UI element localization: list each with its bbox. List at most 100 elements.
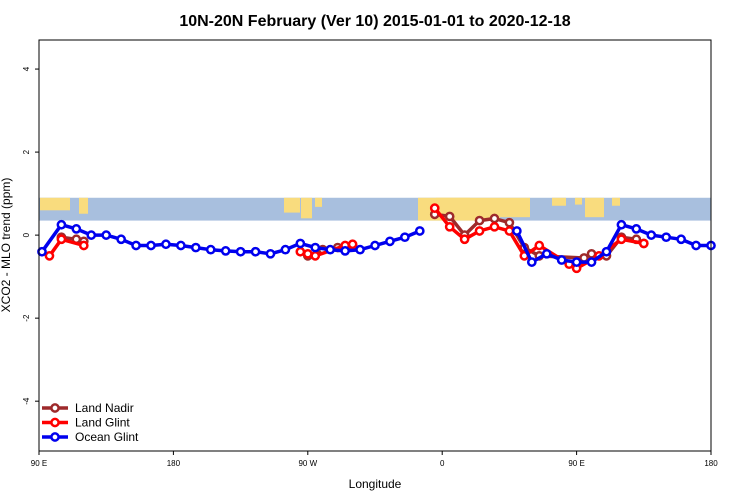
data-point-ocean-glint	[101, 230, 112, 240]
x-tick-label: 90 W	[298, 459, 317, 468]
data-point-ocean-glint	[56, 219, 67, 230]
data-point-land-glint	[44, 251, 55, 261]
data-point-land-glint	[56, 234, 67, 245]
data-point-land-glint	[302, 248, 313, 259]
map-land	[612, 197, 620, 206]
legend-item-land-glint: Land Glint	[42, 416, 130, 430]
data-point-land-glint	[489, 221, 500, 232]
data-point-land-glint	[474, 226, 485, 236]
map-land	[79, 197, 88, 214]
data-point-ocean-glint	[280, 244, 291, 255]
map-land	[585, 197, 604, 218]
y-tick-label: 2	[22, 149, 31, 154]
data-point-ocean-glint	[556, 255, 567, 265]
map-land	[284, 197, 300, 213]
map-ocean	[39, 197, 711, 221]
map-land	[575, 197, 582, 205]
data-point-ocean-glint	[131, 240, 141, 251]
data-point-ocean-glint	[250, 246, 261, 257]
data-point-ocean-glint	[616, 219, 627, 230]
legend-item-land-nadir: Land Nadir	[42, 401, 134, 415]
y-tick-label: 4	[22, 66, 31, 71]
x-tick-label: 180	[704, 459, 718, 468]
data-point-ocean-glint	[86, 230, 97, 240]
y-tick-label: -2	[22, 314, 31, 322]
data-point-ocean-glint	[601, 246, 612, 257]
data-point-land-nadir	[444, 211, 455, 222]
map-land	[500, 197, 530, 218]
data-point-ocean-glint	[571, 257, 582, 267]
x-tick-label: 90 E	[568, 459, 584, 468]
data-point-land-nadir	[474, 215, 485, 226]
y-tick-label: -4	[22, 397, 31, 405]
data-point-land-glint	[295, 246, 306, 257]
legend-label: Land Glint	[75, 416, 130, 430]
data-point-ocean-glint	[161, 239, 171, 250]
data-point-ocean-glint	[295, 238, 306, 249]
legend-marker	[50, 403, 60, 413]
data-point-ocean-glint	[526, 257, 537, 267]
series-layer	[37, 203, 716, 274]
x-tick-label: 180	[167, 459, 181, 468]
data-point-ocean-glint	[116, 234, 126, 245]
data-point-ocean-glint	[661, 232, 672, 243]
data-point-ocean-glint	[586, 257, 597, 267]
x-tick-label: 0	[440, 459, 445, 468]
data-point-land-nadir	[586, 248, 597, 259]
data-point-land-glint	[504, 226, 515, 236]
data-point-ocean-glint	[71, 224, 82, 234]
plot-frame	[38, 39, 712, 452]
legend-marker	[50, 432, 60, 442]
data-point-ocean-glint	[691, 240, 701, 251]
series-ocean-glint	[37, 219, 716, 267]
data-point-ocean-glint	[220, 246, 231, 256]
x-tick-label: 90 E	[31, 459, 47, 468]
legend-marker	[50, 417, 60, 428]
data-point-land-glint	[429, 203, 440, 213]
data-point-ocean-glint	[205, 244, 216, 255]
data-point-ocean-glint	[355, 244, 365, 255]
map-land	[40, 197, 70, 211]
data-point-land-nadir	[489, 213, 500, 224]
legend-item-ocean-glint: Ocean Glint	[42, 430, 139, 444]
data-point-ocean-glint	[385, 236, 395, 247]
data-point-ocean-glint	[340, 246, 350, 256]
map-land	[301, 197, 312, 219]
data-point-ocean-glint	[646, 230, 657, 240]
chart-title: 10N-20N February (Ver 10) 2015-01-01 to …	[179, 13, 570, 30]
map-land	[315, 197, 322, 207]
data-point-land-glint	[444, 221, 455, 232]
data-point-land-glint	[534, 240, 545, 251]
data-point-ocean-glint	[676, 234, 686, 245]
data-point-ocean-glint	[400, 232, 410, 243]
data-point-ocean-glint	[370, 240, 380, 251]
data-point-ocean-glint	[414, 226, 425, 236]
data-point-land-glint	[638, 238, 649, 249]
data-point-ocean-glint	[37, 246, 47, 257]
data-point-ocean-glint	[541, 248, 552, 259]
data-point-land-glint	[78, 240, 89, 251]
data-point-ocean-glint	[146, 240, 156, 251]
map-land	[436, 197, 470, 215]
data-point-ocean-glint	[310, 242, 321, 253]
data-point-ocean-glint	[190, 242, 201, 253]
data-point-land-glint	[310, 251, 321, 261]
y-tick-label: 0	[22, 232, 31, 237]
data-point-land-glint	[616, 234, 627, 245]
data-point-ocean-glint	[512, 226, 522, 236]
map-land	[552, 197, 566, 206]
legend-label: Ocean Glint	[75, 430, 139, 444]
x-axis: 90 E 180 90 W 0 90 E 180	[31, 451, 718, 468]
y-axis: -4 -2 0 2 4	[22, 66, 39, 405]
data-point-ocean-glint	[631, 224, 642, 234]
data-point-ocean-glint	[265, 248, 276, 259]
data-point-ocean-glint	[325, 244, 336, 255]
y-axis-label: XCO2 - MLO trend (ppm)	[0, 178, 13, 313]
background-map	[39, 197, 711, 221]
data-point-land-nadir	[504, 217, 515, 228]
x-axis-label: Longitude	[349, 477, 402, 491]
legend-label: Land Nadir	[75, 401, 134, 415]
data-point-ocean-glint	[235, 246, 246, 257]
